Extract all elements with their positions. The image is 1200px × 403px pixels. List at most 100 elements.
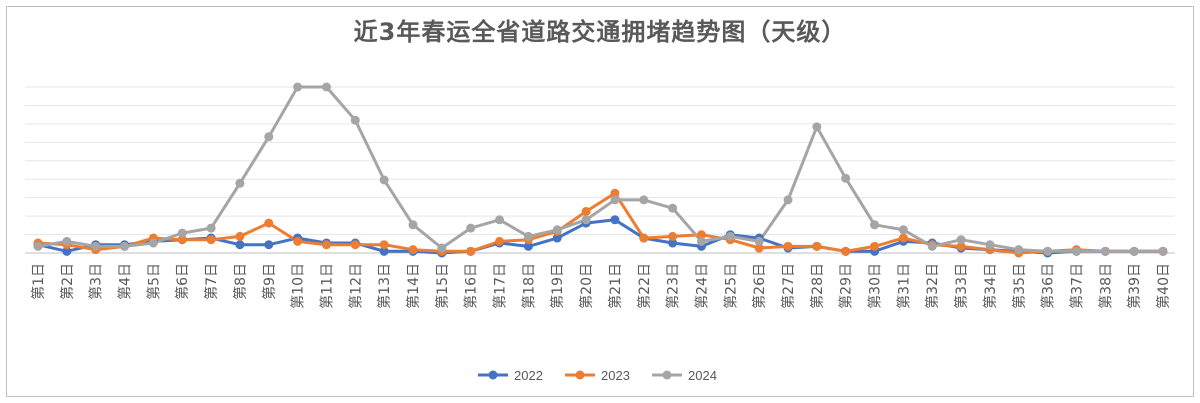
data-point-2024-38 [1100, 246, 1110, 256]
data-point-2023-29 [841, 246, 851, 256]
data-point-2024-34 [985, 240, 995, 250]
gridlines [25, 86, 1175, 254]
data-point-2024-12 [350, 115, 360, 125]
data-point-2024-37 [1071, 246, 1081, 256]
data-point-2024-40 [1158, 246, 1168, 256]
data-point-2024-22 [639, 195, 649, 205]
x-tick-label: 第29日 [838, 263, 855, 309]
x-tick-label: 第2日 [59, 263, 76, 300]
legend-marker-2023 [575, 370, 585, 380]
x-tick-label: 第15日 [434, 263, 451, 309]
x-tick-label: 第19日 [549, 263, 566, 309]
data-point-2024-25 [725, 231, 735, 241]
x-tick-label: 第22日 [636, 263, 653, 309]
x-tick-label: 第12日 [347, 263, 364, 309]
data-point-2024-21 [610, 195, 620, 205]
data-point-2024-1 [33, 241, 43, 251]
data-point-2022-21 [610, 215, 620, 225]
x-tick-label: 第38日 [1097, 263, 1114, 309]
x-tick-label: 第1日 [30, 263, 47, 300]
data-point-2023-31 [898, 233, 908, 243]
x-tick-label: 第17日 [492, 263, 509, 309]
chart-title: 近3年春运全省道路交通拥堵趋势图（天级） [353, 18, 847, 46]
x-tick-label: 第32日 [924, 263, 941, 309]
data-point-2024-24 [696, 236, 706, 246]
x-tick-label: 第30日 [867, 263, 884, 309]
x-tick-label: 第3日 [88, 263, 105, 300]
data-point-2024-36 [1043, 246, 1053, 256]
data-point-2023-21 [610, 188, 620, 198]
x-tick-label: 第16日 [463, 263, 480, 309]
legend-label-2023: 2023 [601, 368, 630, 383]
x-tick-label: 第7日 [203, 263, 220, 300]
x-tick-label: 第4日 [117, 263, 134, 300]
x-tick-label: 第20日 [578, 263, 595, 309]
data-point-2024-20 [581, 215, 591, 225]
data-point-2022-8 [235, 240, 245, 250]
data-point-2024-9 [264, 132, 274, 142]
data-point-2023-17 [495, 236, 505, 246]
data-point-2024-6 [177, 228, 187, 238]
x-tick-label: 第36日 [1040, 263, 1057, 309]
data-point-2022-19 [552, 233, 562, 243]
x-tick-label: 第10日 [290, 263, 307, 309]
x-tick-label: 第31日 [895, 263, 912, 309]
legend-label-2022: 2022 [514, 368, 543, 383]
data-point-2024-4 [120, 241, 130, 251]
x-tick-label: 第9日 [261, 263, 278, 300]
data-point-2023-23 [668, 231, 678, 241]
data-point-2024-10 [293, 82, 303, 92]
data-point-2023-6 [177, 235, 187, 245]
x-tick-label: 第14日 [405, 263, 422, 309]
data-point-2023-27 [783, 241, 793, 251]
data-point-2024-29 [841, 173, 851, 183]
data-point-2022-23 [668, 238, 678, 248]
data-point-2023-7 [206, 235, 216, 245]
legend-marker-2022 [488, 370, 498, 380]
x-tick-label: 第25日 [722, 263, 739, 309]
data-point-2023-11 [321, 240, 331, 250]
legend: 2022 2023 2024 [478, 368, 717, 383]
data-point-2024-35 [1014, 245, 1024, 255]
data-point-2024-23 [668, 203, 678, 213]
x-tick-label: 第21日 [607, 263, 624, 309]
x-tick-label: 第26日 [751, 263, 768, 309]
data-point-2024-31 [898, 225, 908, 235]
data-point-2023-24 [696, 230, 706, 240]
data-point-2023-9 [264, 218, 274, 228]
data-point-2023-26 [754, 243, 764, 253]
x-tick-label: 第28日 [809, 263, 826, 309]
data-point-2024-13 [379, 175, 389, 185]
data-point-2024-14 [408, 220, 418, 230]
data-point-2023-22 [639, 233, 649, 243]
x-tick-labels: 第1日 第2日 第3日 第4日 第5日 第6日 第7日 第8日 第9日 第10日 第11日 第12日第… [30, 263, 1172, 309]
data-point-2024-8 [235, 178, 245, 188]
data-point-2024-27 [783, 195, 793, 205]
data-point-2024-28 [812, 122, 822, 132]
x-tick-label: 第33日 [953, 263, 970, 309]
data-point-2023-20 [581, 207, 591, 216]
data-point-2023-12 [350, 240, 360, 250]
x-tick-label: 第6日 [174, 263, 191, 300]
data-point-2024-18 [523, 231, 533, 241]
data-point-2022-2 [62, 246, 72, 256]
x-tick-label: 第18日 [520, 263, 537, 309]
series-lines [36, 85, 1165, 255]
data-point-2023-14 [408, 245, 418, 255]
data-point-2023-33 [956, 241, 966, 251]
x-tick-label: 第35日 [1011, 263, 1028, 309]
legend-label-2024: 2024 [688, 368, 717, 383]
data-point-2024-30 [870, 220, 880, 230]
x-tick-label: 第39日 [1126, 263, 1143, 309]
x-tick-label: 第24日 [694, 263, 711, 309]
series-line-2022 [36, 218, 1165, 255]
data-point-2023-13 [379, 240, 389, 250]
data-point-2023-16 [466, 246, 476, 256]
x-tick-label: 第5日 [145, 263, 162, 300]
data-point-2023-10 [293, 236, 303, 246]
x-tick-label: 第27日 [780, 263, 797, 309]
series-line-2023 [36, 191, 1165, 255]
data-point-2023-28 [812, 241, 822, 251]
data-point-2024-16 [466, 223, 476, 233]
